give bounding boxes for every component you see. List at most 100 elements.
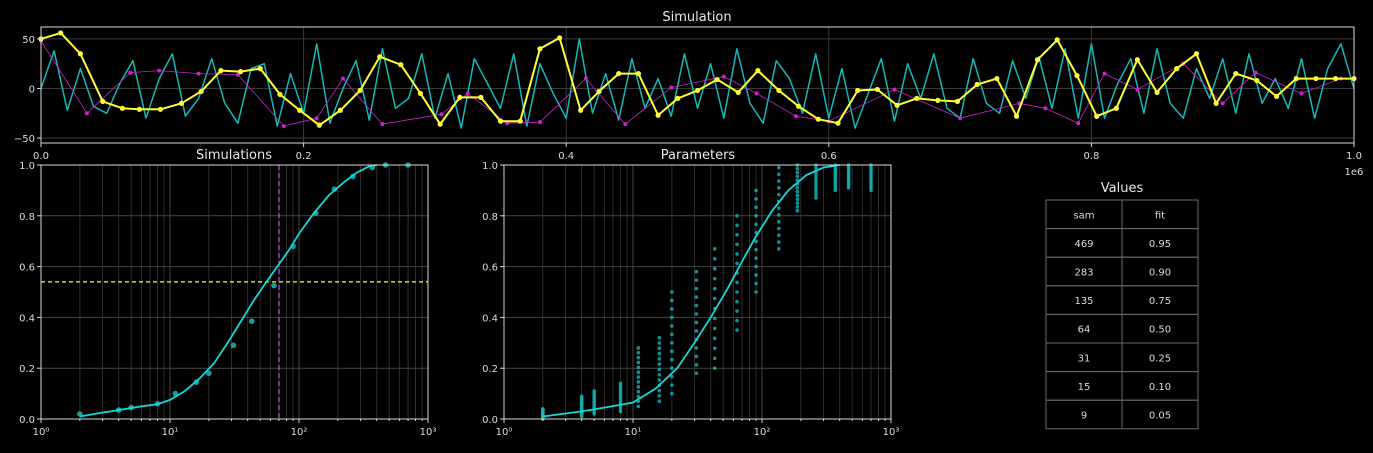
yellow-point — [517, 118, 523, 124]
strip-point — [814, 187, 818, 192]
strip-point — [694, 346, 699, 350]
strip-point — [735, 252, 739, 256]
yellow-point — [237, 69, 244, 75]
strip-point — [712, 256, 717, 261]
strip-point — [754, 239, 758, 243]
yellow-point — [855, 87, 861, 94]
x-tick-label: 10³ — [420, 427, 437, 438]
yellow-point — [954, 98, 961, 104]
strip-point — [712, 356, 717, 361]
strip-point — [814, 165, 818, 170]
fit-curve — [542, 164, 840, 418]
strip-point — [694, 312, 699, 316]
strip-point — [795, 170, 800, 175]
strip-point — [777, 186, 781, 190]
y-tick-label: 0.8 — [19, 212, 35, 223]
yellow-point — [218, 68, 224, 74]
strip-point — [814, 193, 818, 198]
parameter-strip — [636, 346, 641, 409]
strip-point — [814, 196, 818, 200]
strip-point — [754, 197, 758, 201]
strip-point — [694, 329, 699, 333]
parameters-frame — [503, 164, 892, 420]
parameters-grid — [503, 164, 892, 420]
table-cell-text: 31 — [1078, 353, 1091, 364]
yellow-point — [377, 54, 383, 60]
strip-point — [712, 296, 717, 301]
yellow-point — [1113, 105, 1119, 111]
strip-point — [777, 233, 781, 238]
strip-point — [657, 362, 662, 366]
simulation-title: Simulation — [662, 10, 731, 25]
y-tick-label: −50 — [14, 134, 35, 145]
x-tick-label: 10³ — [883, 427, 900, 438]
yellow-point — [1333, 75, 1339, 82]
yellow-point — [1313, 75, 1319, 82]
strip-point — [814, 176, 818, 181]
strip-point — [754, 256, 758, 260]
x-tick-label: 10¹ — [162, 427, 179, 438]
yellow-point — [337, 107, 343, 113]
strip-point — [754, 214, 758, 218]
strip-point — [712, 326, 717, 331]
strip-point — [735, 318, 739, 323]
strip-point — [814, 182, 818, 187]
strip-point — [754, 188, 758, 193]
strip-point — [670, 298, 674, 303]
data-point — [271, 282, 277, 289]
yellow-point — [357, 87, 363, 94]
yellow-point — [58, 30, 64, 36]
strip-point — [670, 324, 674, 328]
simulation-grid — [40, 27, 1355, 143]
strip-point — [541, 407, 545, 411]
yellow-point — [1034, 57, 1041, 63]
strip-point — [694, 371, 699, 376]
strip-point — [636, 385, 641, 389]
strip-point — [712, 266, 717, 271]
strip-point — [657, 335, 662, 340]
y-tick-label: 0.8 — [482, 212, 498, 223]
yellow-point — [136, 106, 143, 112]
magenta-point — [1043, 106, 1048, 111]
yellow-point — [1174, 66, 1180, 72]
simulations-panel: Simulations 10⁰ 10¹ 10² 10³0.00.20.40.60.81… — [19, 148, 436, 438]
strip-point — [754, 247, 758, 252]
parameters-panel: Parameters 10⁰ 10¹ 10² 10³ 0.0 0.2 0.4 0.6 0.8 1.… — [482, 148, 899, 438]
y-tick-label: 0.2 — [482, 364, 498, 375]
yellow-point — [119, 105, 126, 111]
yellow-point — [835, 120, 841, 126]
yellow-point — [874, 86, 880, 93]
strip-point — [618, 381, 623, 386]
strip-point — [795, 197, 800, 202]
teal-series-line — [40, 38, 1355, 129]
yellow-point — [675, 95, 681, 101]
strip-point — [657, 399, 662, 404]
strip-point — [694, 286, 699, 291]
yellow-point — [714, 76, 720, 83]
yellow-point — [457, 94, 463, 100]
y-tick-label: 0.6 — [19, 263, 35, 274]
data-point — [77, 411, 83, 417]
yellow-series-line — [40, 31, 1354, 127]
x-tick-label: 10² — [291, 427, 308, 438]
strip-point — [636, 375, 641, 379]
yellow-point — [1154, 89, 1160, 96]
yellow-point — [935, 97, 941, 103]
strip-point — [795, 174, 800, 179]
y-tick-label: 0.4 — [19, 313, 35, 324]
strip-point — [777, 192, 781, 197]
strip-point — [636, 404, 641, 409]
magenta-point — [1135, 87, 1140, 92]
strip-point — [777, 206, 781, 210]
strip-point — [694, 269, 699, 274]
magenta-point — [465, 91, 470, 96]
magenta-point — [1299, 91, 1304, 96]
values-table: Values sam fit 469 0.95 283 0.90 135 0.75 64 0.50… — [1045, 181, 1199, 430]
x-tick-label: 10² — [754, 427, 771, 438]
strip-point — [795, 205, 800, 209]
strip-point — [636, 365, 641, 370]
parameter-strip — [694, 269, 699, 376]
strip-point — [754, 273, 758, 277]
table-cell-text: 64 — [1078, 325, 1091, 336]
strip-point — [657, 351, 662, 356]
